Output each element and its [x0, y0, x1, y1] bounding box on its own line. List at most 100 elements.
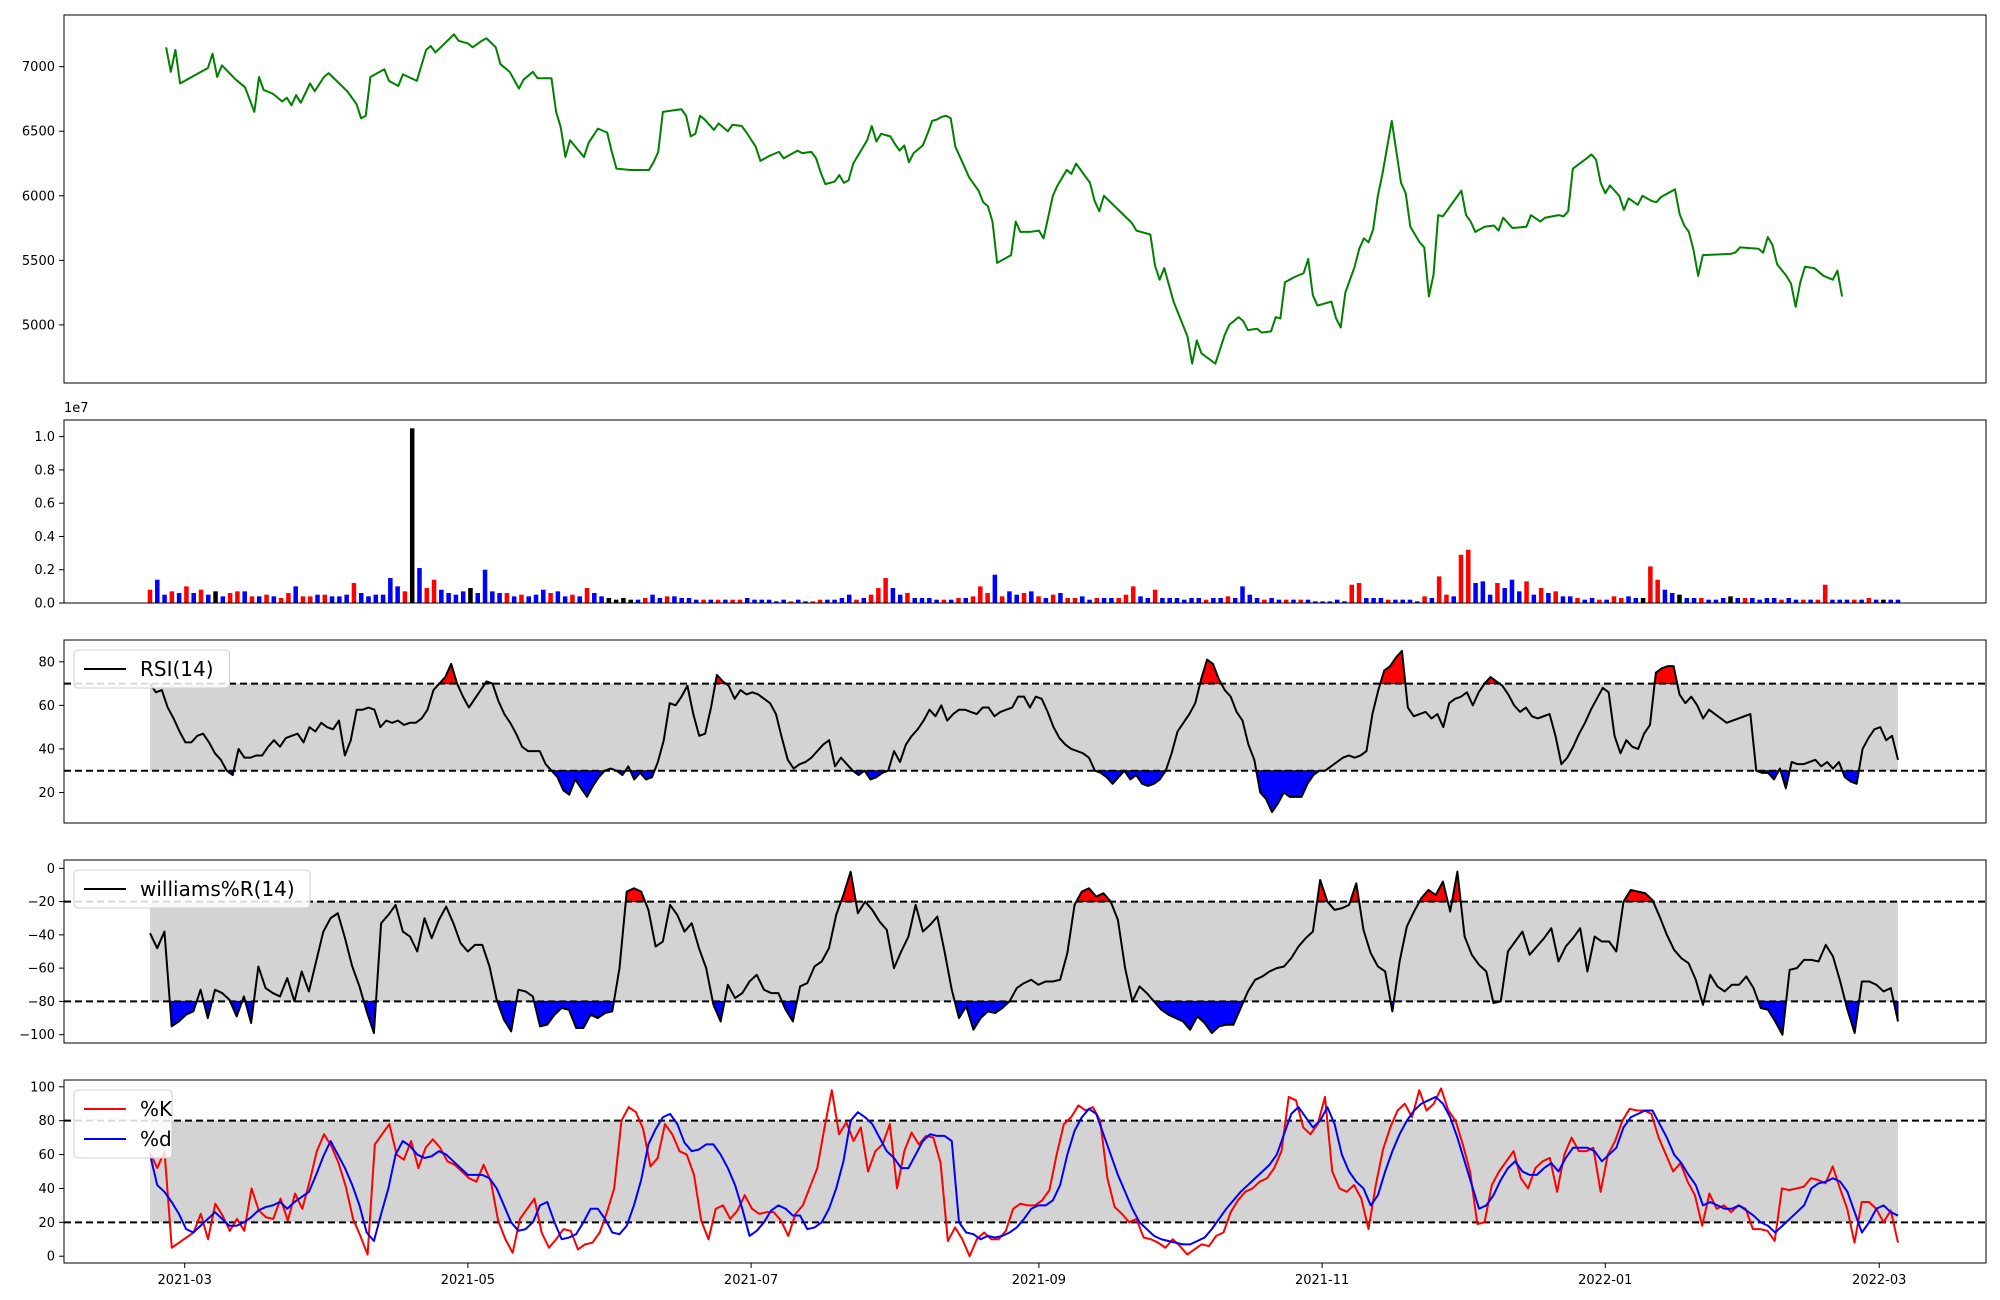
volume-bar: [919, 598, 925, 603]
volume-bar: [249, 596, 255, 603]
price-line: [165, 33, 1844, 365]
volume-bar: [1189, 598, 1194, 603]
volume-bar: [803, 601, 808, 603]
volume-bar: [788, 601, 794, 603]
volume-bar: [1305, 599, 1311, 603]
volume-bar: [1764, 598, 1770, 603]
volume-bar: [1757, 599, 1762, 603]
rsi-panel: RSI(14) 20 40 60 80: [38, 639, 1987, 824]
volume-bar: [846, 594, 852, 603]
volume-bar: [1633, 598, 1639, 603]
volume-bar: [271, 596, 277, 603]
volume-bar: [562, 596, 568, 603]
volume-bar: [643, 598, 648, 603]
volume-offset-label: 1e7: [64, 401, 89, 416]
shared-date-x-axis: 2021-03 2021-05 2021-07 2021-09 2021-11 2022-…: [158, 1263, 1906, 1288]
volume-bar: [424, 588, 430, 603]
price-panel-y-tick-label: 7000: [22, 60, 55, 75]
volume-bar: [1597, 599, 1602, 603]
rsi-panel-legend-label: RSI(14): [140, 657, 214, 681]
volume-bar: [1422, 596, 1427, 603]
volume-bar: [1123, 594, 1129, 603]
volume-bar: [1648, 566, 1653, 603]
stochastic-panel-y-tick-label: 20: [38, 1216, 55, 1231]
williams-panel-y-tick-label: −20: [28, 895, 55, 910]
volume-bar: [1298, 599, 1304, 603]
volume-bar: [1429, 598, 1435, 603]
volume-bar: [1080, 596, 1085, 603]
volume-bar: [941, 599, 947, 603]
volume-bar: [1240, 586, 1245, 603]
volume-bar: [1262, 599, 1267, 603]
volume-bar: [1837, 599, 1842, 603]
volume-bar: [621, 598, 626, 603]
volume-bar: [1815, 599, 1821, 603]
volume-bar: [890, 588, 896, 603]
volume-bar: [1531, 594, 1537, 603]
volume-bar: [1065, 598, 1070, 603]
volume-bar: [905, 593, 910, 603]
volume-bar: [1844, 599, 1850, 603]
rsi-panel-line: [149, 649, 1899, 814]
volume-bar: [1713, 599, 1719, 603]
volume-bar: [861, 598, 867, 603]
volume-bar: [1313, 601, 1318, 603]
volume-bar: [1801, 599, 1806, 603]
volume-bar: [1582, 599, 1588, 603]
stochastic-panel-neutral-band: [150, 1120, 1898, 1223]
volume-bar: [1160, 598, 1165, 603]
volume-bar: [541, 589, 546, 603]
volume-bar: [606, 598, 612, 603]
volume-bar: [1706, 599, 1711, 603]
volume-bar: [511, 596, 517, 603]
volume-bar: [1524, 581, 1529, 603]
volume-bar: [1604, 599, 1609, 603]
stochastic-panel-legend-label: %d: [140, 1127, 172, 1151]
volume-bar: [1029, 591, 1034, 603]
volume-bar: [693, 599, 699, 603]
volume-bar: [446, 593, 451, 603]
volume-bar: [307, 596, 313, 603]
volume-bar: [1808, 599, 1813, 603]
volume-bar: [402, 591, 408, 603]
volume-bar: [963, 598, 968, 603]
volume-bar: [1750, 598, 1755, 603]
volume-bar: [213, 591, 218, 603]
volume-bar: [286, 593, 291, 603]
volume-bar: [1196, 598, 1202, 603]
volume-bar: [1364, 598, 1369, 603]
volume-bar: [373, 594, 379, 603]
williams-panel-line: [149, 870, 1899, 1036]
volume-bar: [1466, 549, 1471, 603]
williams-panel-neutral-band: [150, 901, 1898, 1002]
stochastic-d-line: [149, 1095, 1899, 1246]
volume-bar: [810, 601, 816, 603]
volume-bar: [504, 593, 510, 603]
stochastic-panel-y-tick-label: 80: [38, 1114, 55, 1129]
volume-bar: [227, 593, 233, 603]
volume-bar: [417, 568, 422, 603]
volume-bar: [482, 569, 488, 603]
volume-bar: [825, 599, 830, 603]
volume-bar: [1640, 598, 1646, 603]
rsi-panel-y-tick-label: 60: [38, 699, 55, 714]
volume-bar: [985, 593, 990, 603]
volume-bar: [1181, 599, 1187, 603]
volume-bar: [555, 591, 561, 603]
volume-bar: [1378, 598, 1384, 603]
volume-bar: [1109, 598, 1114, 603]
volume-bar: [1334, 599, 1340, 603]
volume-bar: [1487, 594, 1493, 603]
volume-bar: [1021, 593, 1027, 603]
volume-bar: [198, 589, 204, 603]
volume-bar: [1538, 588, 1544, 603]
volume-bars: [147, 428, 1901, 603]
volume-bar: [235, 591, 240, 603]
volume-bar: [1283, 599, 1289, 603]
volume-bar: [329, 596, 335, 603]
volume-bar: [650, 594, 655, 603]
volume-bar: [1509, 579, 1515, 603]
williams-panel: williams%R(14) 0 −20 −40 −60 −80 −100: [19, 859, 1987, 1044]
volume-bar: [1502, 588, 1507, 603]
